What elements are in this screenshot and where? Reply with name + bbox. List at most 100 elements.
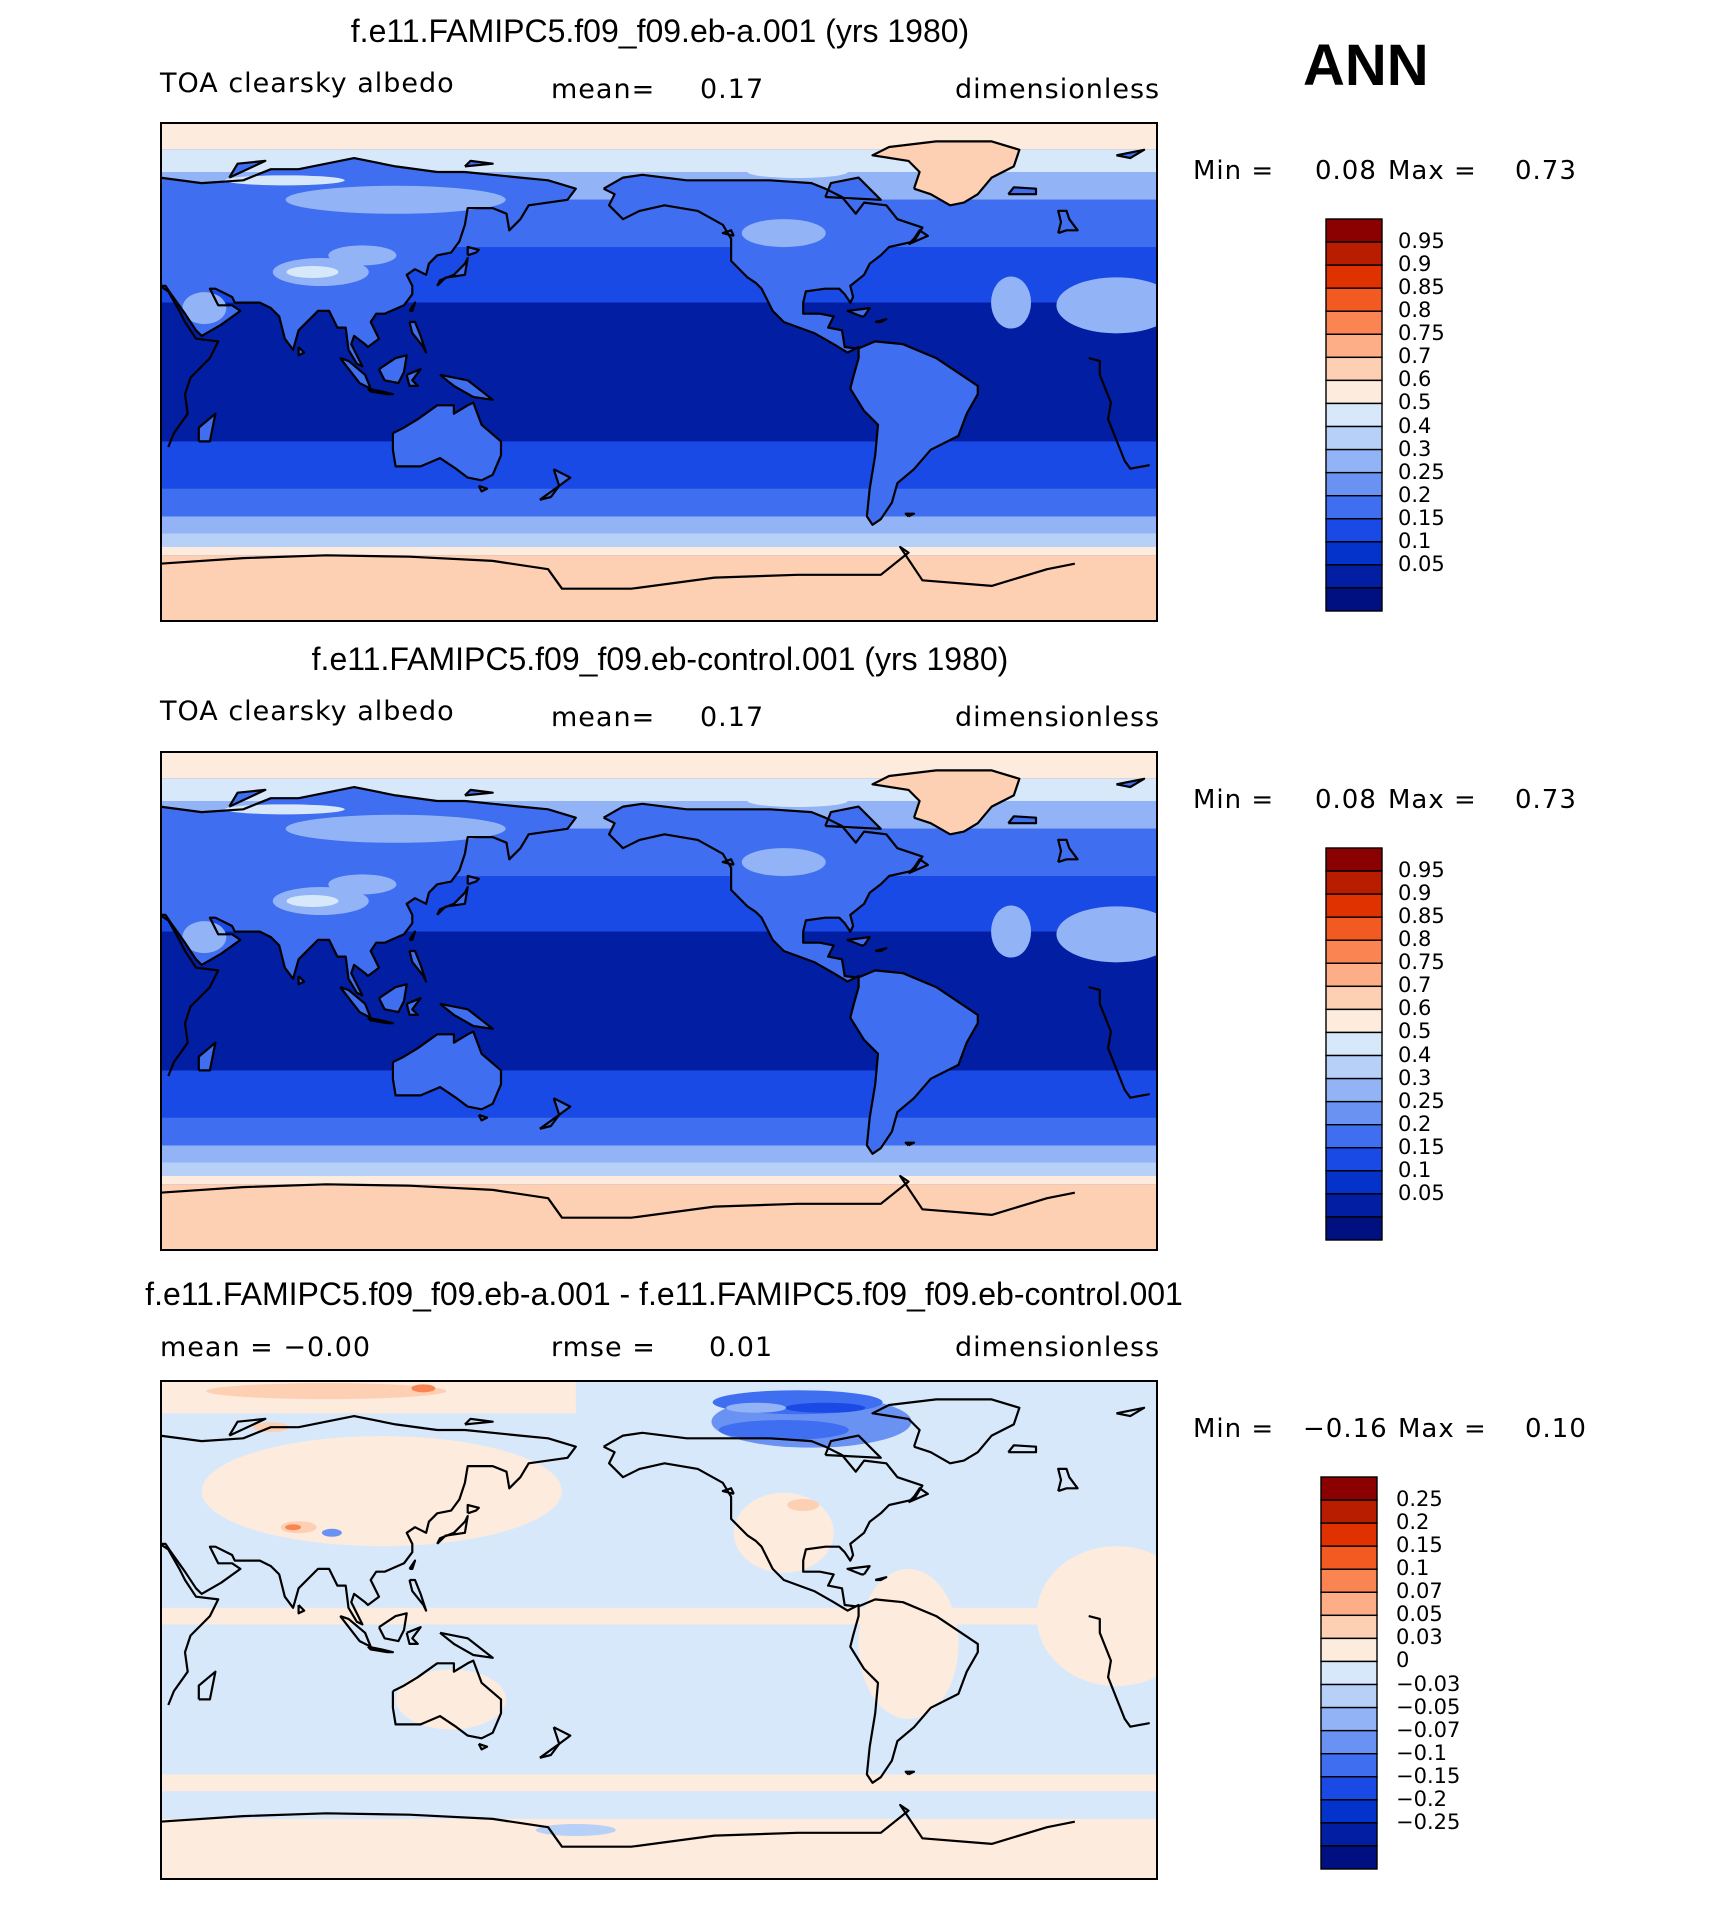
mean-label: mean= xyxy=(551,74,656,105)
max-value: 0.73 xyxy=(1515,785,1577,815)
colorbar-swatch xyxy=(1325,916,1383,941)
colorbar xyxy=(1325,847,1383,1241)
max-value: 0.10 xyxy=(1525,1414,1587,1444)
colorbar-swatch xyxy=(1325,241,1383,266)
season-label: ANN xyxy=(1303,33,1429,98)
colorbar-swatch xyxy=(1320,1545,1378,1570)
colorbar-tick-label: 0.05 xyxy=(1396,1602,1443,1627)
rmse-label: rmse = xyxy=(551,1332,656,1363)
panel-title: f.e11.FAMIPC5.f09_f09.eb-control.001 (yr… xyxy=(311,641,1009,677)
min-label: Min = xyxy=(1193,156,1275,186)
colorbar-swatch xyxy=(1320,1753,1378,1778)
colorbar-swatch xyxy=(1325,379,1383,405)
map-plot xyxy=(160,1380,1158,1880)
colorbar-tick-label: 0.2 xyxy=(1396,1510,1430,1535)
colorbar-tick-label: 0 xyxy=(1396,1648,1410,1673)
coastlines xyxy=(160,140,1150,590)
colorbar-tick-label: −0.03 xyxy=(1396,1671,1461,1696)
colorbar-tick-label: 0.07 xyxy=(1396,1579,1443,1604)
colorbar-swatch xyxy=(1325,1100,1383,1126)
map-frame xyxy=(160,1380,1158,1880)
colorbar-tick-label: 0.2 xyxy=(1398,1111,1432,1136)
difference-field xyxy=(160,1380,1158,1880)
colorbar-swatch xyxy=(1325,893,1383,918)
min-value: 0.08 xyxy=(1315,156,1377,186)
max-label: Max = xyxy=(1388,785,1477,815)
colorbar-tick-label: 0.1 xyxy=(1398,1157,1432,1182)
colorbar-swatch xyxy=(1325,1031,1383,1057)
colorbar-tick-label: −0.07 xyxy=(1396,1717,1461,1742)
colorbar-tick-label: −0.2 xyxy=(1396,1786,1447,1811)
coastlines xyxy=(160,1398,1150,1848)
colorbar-tick-label: 0.9 xyxy=(1398,252,1432,277)
colorbar-swatch xyxy=(1320,1799,1378,1824)
colorbar-tick-label: 0.2 xyxy=(1398,482,1432,507)
colorbar-swatch xyxy=(1325,1170,1383,1195)
colorbar-tick-label: −0.25 xyxy=(1396,1809,1461,1834)
colorbar-swatch xyxy=(1320,1637,1378,1663)
colorbar-tick-label: 0.3 xyxy=(1398,1065,1432,1090)
snow-highlight xyxy=(224,795,848,907)
colorbar-tick-label: 0.7 xyxy=(1398,973,1432,998)
units-label: dimensionless xyxy=(955,1332,1161,1363)
map-plot xyxy=(160,751,1158,1251)
colorbar-tick-label: 0.25 xyxy=(1398,459,1445,484)
colorbar-tick-label: 0.8 xyxy=(1398,298,1432,323)
desert-highlight xyxy=(182,814,1158,963)
snow-highlight xyxy=(224,166,848,278)
albedo-field xyxy=(160,122,1158,622)
colorbar-swatch xyxy=(1320,1845,1378,1870)
colorbar-tick-label: 0.75 xyxy=(1398,321,1445,346)
colorbar-swatch xyxy=(1325,870,1383,895)
map-frame xyxy=(160,122,1158,622)
colorbar xyxy=(1325,218,1383,612)
colorbar-swatch xyxy=(1325,287,1383,312)
colorbar-tick-label: 0.75 xyxy=(1398,950,1445,975)
colorbar-swatch xyxy=(1325,1077,1383,1103)
colorbar-swatch xyxy=(1325,962,1383,988)
colorbar-tick-label: 0.7 xyxy=(1398,344,1432,369)
colorbar-tick-label: 0.3 xyxy=(1398,436,1432,461)
colorbar-tick-label: 0.5 xyxy=(1398,390,1432,415)
coastlines xyxy=(160,769,1150,1219)
colorbar-tick-label: 0.95 xyxy=(1398,229,1445,254)
colorbar-swatch xyxy=(1325,1216,1383,1241)
colorbar-tick-label: 0.6 xyxy=(1398,996,1432,1021)
colorbar-swatch xyxy=(1325,310,1383,335)
colorbar-swatch xyxy=(1325,402,1383,428)
min-value: 0.08 xyxy=(1315,785,1377,815)
colorbar-tick-label: 0.15 xyxy=(1398,1134,1445,1159)
colorbar-swatch xyxy=(1320,1683,1378,1709)
colorbar-swatch xyxy=(1320,1499,1378,1524)
colorbar-swatch xyxy=(1325,448,1383,474)
colorbar-tick-label: 0.85 xyxy=(1398,904,1445,929)
colorbar-tick-label: 0.5 xyxy=(1398,1019,1432,1044)
colorbar-swatch xyxy=(1325,1008,1383,1034)
max-label: Max = xyxy=(1398,1414,1487,1444)
colorbar-swatch xyxy=(1320,1476,1378,1501)
colorbar-tick-label: 0.1 xyxy=(1398,528,1432,553)
colorbar-swatch xyxy=(1320,1614,1378,1640)
mean-label: mean = −0.00 xyxy=(160,1332,372,1363)
colorbar-swatch xyxy=(1320,1776,1378,1801)
colorbar-swatch xyxy=(1320,1522,1378,1547)
colorbar-tick-label: −0.05 xyxy=(1396,1694,1461,1719)
colorbar-tick-label: 0.9 xyxy=(1398,881,1432,906)
colorbar-swatch xyxy=(1325,471,1383,497)
colorbar-swatch xyxy=(1320,1729,1378,1755)
colorbar-swatch xyxy=(1325,218,1383,243)
colorbar-swatch xyxy=(1325,939,1383,964)
units-label: dimensionless xyxy=(955,702,1161,733)
colorbar-tick-label: 0.6 xyxy=(1398,367,1432,392)
mean-value: 0.17 xyxy=(700,702,765,733)
colorbar-swatch xyxy=(1325,587,1383,612)
colorbar xyxy=(1320,1476,1378,1870)
colorbar-swatch xyxy=(1325,425,1383,451)
albedo-field xyxy=(160,751,1158,1251)
max-label: Max = xyxy=(1388,156,1477,186)
max-value: 0.73 xyxy=(1515,156,1577,186)
colorbar-tick-label: 0.4 xyxy=(1398,413,1432,438)
colorbar-tick-label: 0.03 xyxy=(1396,1625,1443,1650)
min-label: Min = xyxy=(1193,785,1275,815)
variable-label: TOA clearsky albedo xyxy=(160,68,455,99)
